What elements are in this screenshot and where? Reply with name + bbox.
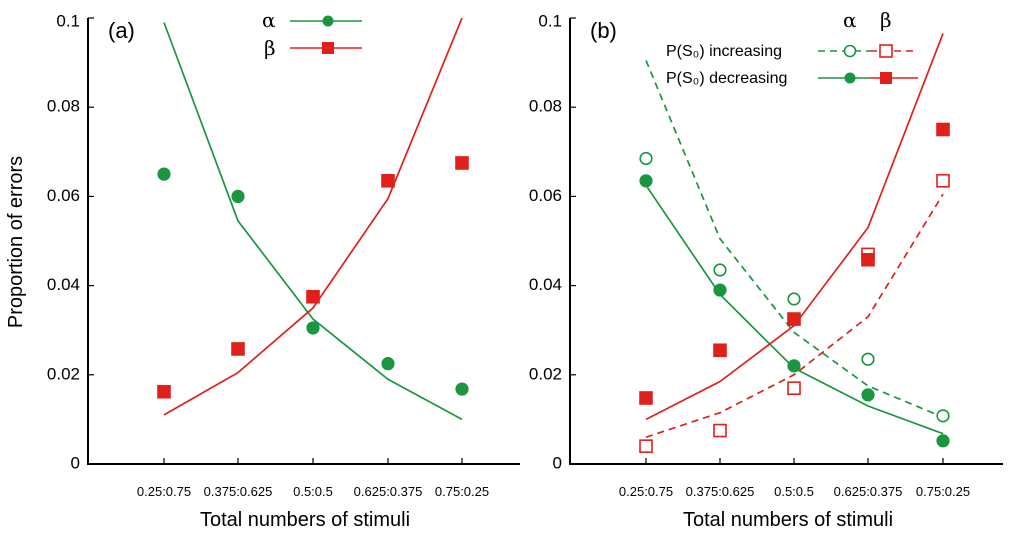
panel-a-legend-alpha-marker	[322, 15, 334, 27]
panel-a-legend-alpha-label: α	[262, 8, 276, 32]
y-tick-label: 0	[553, 453, 562, 472]
point-data	[455, 156, 469, 170]
series-line-fit	[163, 22, 463, 421]
point-data	[231, 189, 245, 203]
x-tick-label: 0.75:0.25	[916, 484, 970, 499]
y-tick-label: 0.02	[529, 364, 562, 383]
y-tick-label: 0.1	[538, 11, 562, 30]
point-increasing-data	[936, 409, 950, 423]
panel-b-legend: α β P(S₀) increasing P(S₀) decreasing	[666, 8, 918, 87]
x-tick-label: 0.5:0.5	[293, 484, 333, 499]
series-line-increasing-fit	[645, 60, 944, 418]
point-increasing-data	[713, 423, 727, 438]
point-increasing-data	[639, 151, 653, 166]
panel-b-legend-decreasing-label: P(S₀) decreasing	[666, 70, 787, 87]
panel-a-x-ticks: 0.25:0.75 0.375:0.625 0.5:0.5 0.625:0.375 0.…	[137, 458, 489, 499]
panel-a-x-axis-title: Total numbers of stimuli	[200, 509, 410, 531]
point-decreasing-data	[787, 359, 801, 373]
x-tick-label: 0.5:0.5	[774, 484, 814, 499]
point-data	[157, 167, 171, 181]
y-tick-label: 0	[71, 453, 80, 472]
panel-a-data-points	[157, 156, 469, 399]
panel-b-legend-alpha-header: α	[843, 8, 857, 32]
point-data	[157, 384, 171, 399]
panel-a-legend-beta-label: β	[264, 36, 276, 60]
panel-a-fit-lines	[163, 18, 463, 421]
x-tick-label: 0.625:0.375	[354, 484, 423, 499]
panel-b-x-ticks: 0.25:0.75 0.375:0.625 0.5:0.5 0.625:0.375 0.…	[619, 458, 970, 499]
point-decreasing-data	[861, 252, 875, 267]
x-tick-label: 0.75:0.25	[435, 484, 489, 499]
series-line-fit	[163, 18, 463, 416]
point-decreasing-data	[713, 343, 727, 358]
series-line-increasing-fit	[645, 193, 944, 439]
point-data	[231, 342, 245, 356]
panel-a-axes	[87, 18, 520, 465]
panel-a-legend: α β	[262, 8, 362, 60]
point-decreasing-data	[861, 388, 875, 402]
panel-b-legend-decreasing-beta-marker	[880, 72, 892, 84]
panel-b-x-axis-title: Total numbers of stimuli	[683, 509, 893, 531]
point-data	[381, 173, 395, 188]
point-decreasing-data	[936, 434, 950, 448]
panel-b-fit-lines	[645, 33, 944, 439]
point-increasing-data	[713, 263, 727, 277]
panel-b-legend-beta-header: β	[880, 8, 892, 32]
y-tick-label: 0.1	[56, 11, 80, 30]
y-tick-label: 0.06	[529, 186, 562, 205]
y-tick-label: 0.04	[47, 275, 80, 294]
point-decreasing-data	[639, 391, 653, 405]
point-increasing-data	[787, 292, 801, 306]
panel-b-legend-increasing-beta-marker	[879, 44, 893, 58]
y-axis-title: Proportion of errors	[5, 156, 27, 328]
x-tick-label: 0.375:0.625	[686, 484, 755, 499]
point-decreasing-data	[787, 312, 801, 326]
panel-b-legend-increasing-label: P(S₀) increasing	[666, 43, 782, 60]
y-tick-label: 0.02	[47, 364, 80, 383]
point-data	[306, 321, 320, 335]
point-data	[381, 357, 395, 371]
panel-b-legend-decreasing-alpha-marker	[844, 72, 856, 84]
panel-a-label: (a)	[108, 18, 135, 43]
point-increasing-data	[639, 439, 653, 453]
panel-a-y-ticks: 0 0.02 0.04 0.06 0.08 0.1	[47, 11, 94, 472]
y-tick-label: 0.08	[529, 97, 562, 116]
panel-b-legend-increasing-alpha-marker	[843, 44, 857, 58]
point-data	[455, 382, 469, 396]
y-tick-label: 0.08	[47, 97, 80, 116]
point-data	[306, 289, 320, 304]
point-increasing-data	[787, 381, 801, 395]
point-increasing-data	[861, 352, 875, 366]
x-tick-label: 0.25:0.75	[137, 484, 191, 499]
point-decreasing-data	[639, 174, 653, 188]
x-tick-label: 0.25:0.75	[619, 484, 673, 499]
panel-b-data-points	[639, 122, 950, 453]
point-increasing-data	[936, 173, 950, 188]
x-tick-label: 0.625:0.375	[834, 484, 903, 499]
panel-b-y-ticks: 0 0.02 0.04 0.06 0.08 0.1	[529, 11, 576, 472]
panel-a: (a) Total numbers of stimuli 0 0.02 0.04 0.…	[47, 8, 520, 531]
x-tick-label: 0.375:0.625	[204, 484, 273, 499]
panel-b-label: (b)	[590, 18, 617, 43]
y-tick-label: 0.04	[529, 275, 562, 294]
panel-b: (b) Total numbers of stimuli 0 0.02 0.04 0.…	[529, 8, 1003, 531]
y-tick-label: 0.06	[47, 186, 80, 205]
point-decreasing-data	[713, 283, 727, 297]
point-decreasing-data	[936, 122, 950, 137]
panel-a-legend-beta-marker	[322, 42, 334, 54]
